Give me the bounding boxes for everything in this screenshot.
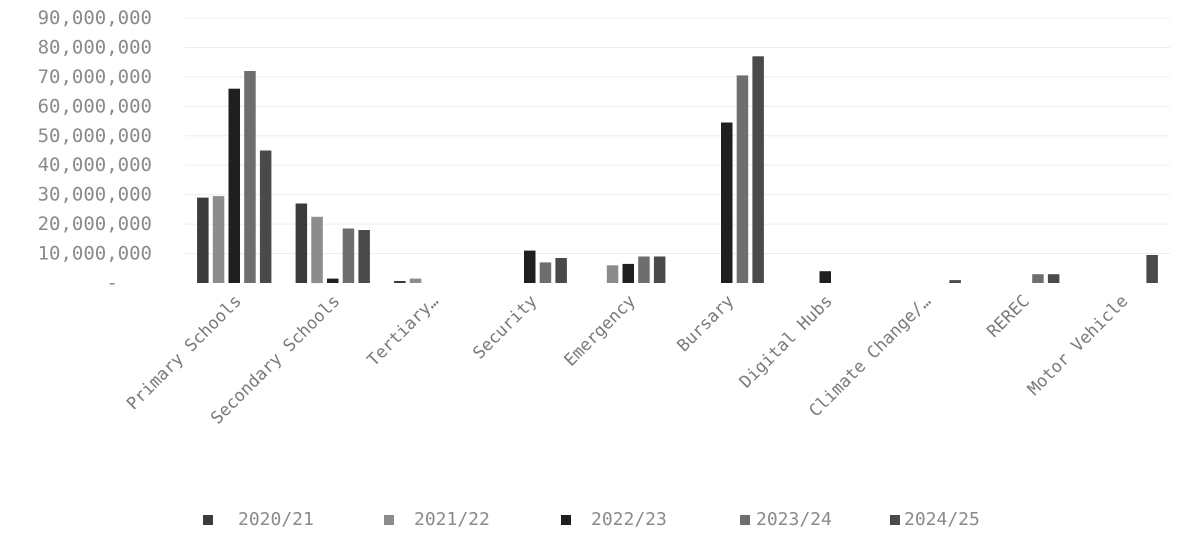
y-tick-label: 30,000,000 — [38, 184, 152, 206]
legend-swatch — [740, 515, 750, 525]
x-category-label: Motor Vehicle — [1024, 291, 1132, 399]
bar — [606, 265, 619, 283]
y-tick-label: 70,000,000 — [38, 66, 152, 88]
bar — [1146, 255, 1158, 283]
legend: 2020/21 2021/22 2022/23 2023/24 2024/25 — [203, 509, 980, 530]
legend-label: 2022/23 — [591, 509, 667, 530]
gridlines — [185, 17, 1170, 255]
bar — [358, 230, 370, 283]
bar — [555, 258, 567, 283]
bar — [539, 262, 552, 283]
bar — [212, 196, 225, 283]
bar — [524, 250, 536, 283]
legend-label: 2020/21 — [238, 509, 314, 530]
bar — [244, 71, 256, 283]
bar — [721, 122, 733, 283]
bar — [342, 228, 355, 283]
y-tick-label: 60,000,000 — [38, 95, 152, 117]
bar — [394, 281, 406, 283]
y-axis-tick-labels: - 10,000,000 20,000,000 30,000,000 40,000,00… — [38, 7, 152, 294]
y-tick-label: 20,000,000 — [38, 213, 152, 235]
bar — [1032, 274, 1044, 283]
legend-label: 2023/24 — [756, 509, 832, 530]
x-category-label: REREC — [983, 291, 1033, 341]
y-tick-label: 10,000,000 — [38, 243, 152, 265]
legend-label: 2024/25 — [904, 509, 980, 530]
bar — [259, 150, 272, 283]
legend-swatch — [384, 515, 394, 525]
bar — [736, 75, 749, 284]
bar — [653, 256, 666, 283]
y-tick-label: 50,000,000 — [38, 125, 152, 147]
bar — [819, 271, 831, 283]
y-tick-label: 90,000,000 — [38, 7, 152, 29]
legend-swatch — [561, 515, 571, 525]
bar — [752, 56, 764, 283]
legend-label: 2021/22 — [414, 509, 490, 530]
x-category-label: Emergency — [561, 291, 640, 370]
x-category-label: Security — [469, 291, 541, 363]
x-category-label: Tertiary… — [364, 291, 443, 370]
x-category-label: Digital Hubs — [736, 291, 837, 392]
x-category-label: Bursary — [673, 291, 738, 356]
bar — [949, 280, 961, 283]
legend-swatch — [890, 515, 900, 525]
bar — [311, 216, 323, 284]
y-tick-label: - — [107, 272, 118, 294]
bar — [622, 263, 634, 283]
bar — [409, 278, 422, 283]
bar — [197, 197, 209, 283]
y-tick-label: 80,000,000 — [38, 36, 152, 58]
bar — [327, 278, 339, 283]
bar — [228, 88, 240, 283]
bar — [295, 203, 308, 283]
legend-swatch — [203, 515, 213, 525]
bar — [1047, 274, 1060, 283]
bars — [197, 56, 1158, 284]
bar — [638, 256, 650, 283]
y-tick-label: 40,000,000 — [38, 154, 152, 176]
